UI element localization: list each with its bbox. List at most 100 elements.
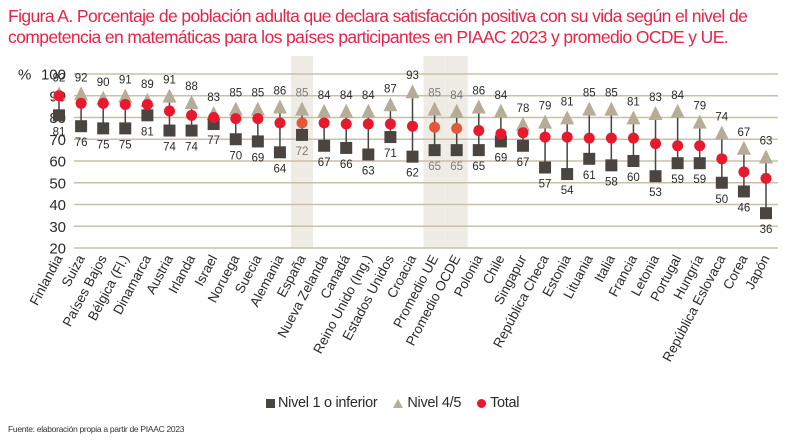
nivel45-marker <box>383 97 398 112</box>
nivel1-marker <box>53 109 65 122</box>
legend-label-total: Total <box>490 395 520 411</box>
nivel45-value-label: 85 <box>296 88 309 100</box>
title-line-1: Figura A. Porcentaje de población adulta… <box>8 6 748 26</box>
nivel1-value-label: 74 <box>185 142 198 154</box>
legend-item-nivel45: Nivel 4/5 <box>393 395 461 411</box>
nivel1-marker <box>649 170 662 183</box>
nivel45-marker <box>648 105 663 120</box>
nivel1-marker <box>693 157 706 170</box>
nivel45-marker <box>493 103 508 118</box>
total-marker <box>384 118 396 130</box>
nivel45-marker <box>471 99 486 114</box>
nivel1-value-label: 63 <box>362 165 375 177</box>
nivel1-value-label: 71 <box>384 148 397 160</box>
nivel1-value-label: 76 <box>75 137 88 149</box>
nivel1-marker <box>229 133 242 146</box>
value-labels: 92 81 92 76 90 75 91 75 89 81 91 74 88 74 83 77 85 70 85 69… <box>53 70 773 236</box>
legend-label-nivel1: Nivel 1 o inferior <box>278 395 378 411</box>
nivel45-value-label: 85 <box>428 88 441 100</box>
total-marker <box>694 140 706 152</box>
total-marker <box>561 131 573 143</box>
total-marker <box>429 121 441 133</box>
nivel45-marker <box>582 101 597 116</box>
total-marker <box>760 172 772 184</box>
nivel45-marker <box>670 103 685 118</box>
nivel1-value-label: 69 <box>251 152 264 164</box>
nivel45-value-label: 84 <box>450 90 463 102</box>
total-marker <box>627 132 639 144</box>
total-marker <box>75 97 87 109</box>
nivel1-value-label: 75 <box>119 139 132 151</box>
y-tick-label: 60 <box>49 154 66 171</box>
nivel45-marker <box>162 88 177 103</box>
nivel45-marker <box>317 103 332 118</box>
nivel1-marker <box>760 207 772 220</box>
total-marker <box>473 125 485 137</box>
nivel1-marker <box>671 157 684 170</box>
nivel45-value-label: 93 <box>406 70 419 82</box>
legend-item-total: Total <box>477 395 520 411</box>
total-marker <box>539 131 551 143</box>
nivel1-marker <box>384 131 397 144</box>
nivel45-value-label: 87 <box>384 83 397 95</box>
nivel45-marker <box>118 88 133 103</box>
total-marker <box>318 117 330 129</box>
total-marker <box>296 117 308 129</box>
total-marker <box>252 113 264 125</box>
nivel1-marker <box>715 176 728 189</box>
nivel45-marker <box>295 101 310 116</box>
nivel45-marker <box>228 101 243 116</box>
nivel1-value-label: 54 <box>561 185 574 197</box>
nivel45-value-label: 79 <box>539 101 552 113</box>
legend: Nivel 1 o inferior Nivel 4/5 Total <box>266 395 535 411</box>
total-marker <box>53 90 65 102</box>
nivel1-value-label: 70 <box>229 150 242 162</box>
nivel1-value-label: 77 <box>207 135 220 147</box>
total-marker <box>97 97 109 109</box>
total-marker <box>119 98 131 110</box>
y-axis-unit-label: % <box>18 67 31 84</box>
triangle-marker-icon <box>393 398 404 408</box>
nivel45-marker <box>515 116 530 131</box>
nivel45-marker <box>272 99 287 114</box>
nivel45-marker <box>759 149 773 164</box>
nivel45-value-label: 91 <box>119 75 132 87</box>
nivel45-marker <box>449 103 464 118</box>
nivel1-marker <box>406 150 419 163</box>
nivel45-value-label: 84 <box>362 90 375 102</box>
y-tick-label: 40 <box>49 197 66 214</box>
nivel45-value-label: 84 <box>494 90 507 102</box>
nivel45-value-label: 78 <box>517 103 530 115</box>
nivel45-marker <box>339 103 354 118</box>
total-marker <box>605 132 617 144</box>
nivel1-marker <box>605 159 618 172</box>
nivel45-value-label: 86 <box>274 85 287 97</box>
nivel45-marker <box>184 95 199 110</box>
y-axis: 2030405060708090100% <box>18 67 66 258</box>
nivel45-marker <box>692 114 707 129</box>
nivel1-value-label: 64 <box>274 163 287 175</box>
y-tick-label: 20 <box>49 241 66 258</box>
nivel45-value-label: 84 <box>318 90 331 102</box>
total-marker <box>208 112 220 123</box>
nivel1-value-label: 67 <box>318 157 331 169</box>
nivel1-marker <box>340 141 353 154</box>
nivel45-marker <box>361 103 376 118</box>
total-marker <box>517 127 529 139</box>
y-tick-label: 70 <box>49 132 66 149</box>
nivel45-marker <box>714 125 729 140</box>
nivel45-value-label: 74 <box>715 112 728 124</box>
nivel45-value-label: 83 <box>207 92 220 104</box>
nivel45-value-label: 85 <box>251 88 264 100</box>
nivel45-marker <box>736 140 751 155</box>
title-line-2: competencia en matemáticas para los país… <box>8 27 729 47</box>
nivel45-marker <box>538 114 553 129</box>
nivel45-value-label: 67 <box>738 127 751 139</box>
nivel45-value-label: 84 <box>340 90 353 102</box>
nivel45-value-label: 92 <box>53 72 66 84</box>
total-marker <box>274 117 286 129</box>
nivel45-value-label: 89 <box>141 79 154 91</box>
nivel1-value-label: 65 <box>450 161 463 173</box>
gridlines <box>74 73 778 249</box>
